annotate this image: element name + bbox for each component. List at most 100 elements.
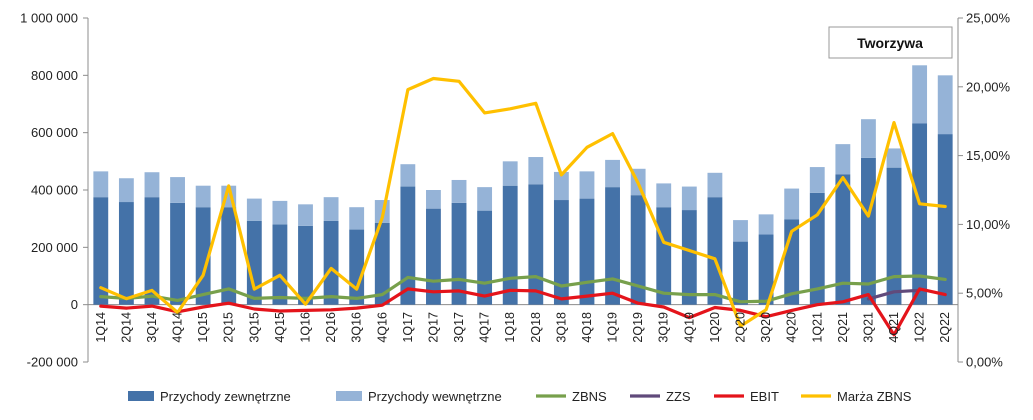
bar-przychody-zewnetrzne <box>579 198 595 305</box>
bar-przychody-wewnetrzne <box>426 190 441 209</box>
bar-przychody-wewnetrzne <box>272 200 288 225</box>
bar-przychody-wewnetrzne <box>477 187 493 211</box>
x-tick-label: 3Q14 <box>145 312 159 343</box>
bar-przychody-wewnetrzne <box>835 144 851 175</box>
legend-label: EBIT <box>750 389 779 404</box>
x-tick-labels: 1Q14 2Q14 3Q14 4Q14 1Q15 2Q15 3Q15 4Q15 1Q16 2Q16… <box>94 312 952 343</box>
x-tick-label: 3Q15 <box>247 312 261 343</box>
bar-przychody-wewnetrzne <box>707 172 723 198</box>
y-tick-label: 800 000 <box>31 68 78 83</box>
bar-przychody-zewnetrzne <box>221 207 237 305</box>
bar-przychody-wewnetrzne <box>784 188 800 220</box>
bar-przychody-zewnetrzne <box>349 229 365 305</box>
y-tick-label: 200 000 <box>31 240 78 255</box>
bar-przychody-wewnetrzne <box>758 214 774 235</box>
legend: Przychody zewnętrzne Przychody wewnętrzne… <box>128 389 912 404</box>
x-tick-label: 4Q19 <box>682 312 696 343</box>
bar-przychody-wewnetrzne <box>886 148 902 168</box>
bar-przychody-zewnetrzne <box>323 220 339 305</box>
bar-przychody-zewnetrzne <box>477 210 493 305</box>
x-tick-label: 3Q17 <box>452 312 466 343</box>
y-tick-label: 400 000 <box>31 183 78 198</box>
bar-przychody-zewnetrzne <box>272 224 288 305</box>
legend-swatch <box>128 391 154 401</box>
x-tick-label: 4Q21 <box>887 312 901 343</box>
bar-przychody-wewnetrzne <box>451 179 467 203</box>
bar-przychody-zewnetrzne <box>502 185 518 305</box>
bar-przychody-wewnetrzne <box>118 178 134 203</box>
bar-przychody-wewnetrzne <box>349 207 365 230</box>
bars <box>93 65 953 305</box>
x-tick-label: 4Q18 <box>580 312 594 343</box>
bar-przychody-zewnetrzne <box>733 241 748 305</box>
bar-przychody-zewnetrzne <box>656 207 672 305</box>
bar-przychody-wewnetrzne <box>528 157 544 185</box>
line-marza-zbns <box>99 76 947 328</box>
bar-przychody-wewnetrzne <box>656 183 672 208</box>
x-tick-label: 1Q20 <box>708 312 722 343</box>
bar-przychody-wewnetrzne <box>861 119 876 158</box>
bar-przychody-wewnetrzne <box>170 177 185 203</box>
legend-label: Przychody wewnętrzne <box>368 389 502 404</box>
bar-przychody-zewnetrzne <box>528 184 544 305</box>
bar-przychody-wewnetrzne <box>298 204 313 226</box>
y2-tick-label: 0,00% <box>966 355 1003 370</box>
legend-label: ZZS <box>666 389 691 404</box>
line-zzs <box>866 288 922 301</box>
x-tick-label: 2Q20 <box>734 312 748 343</box>
x-tick-label: 1Q22 <box>913 312 927 343</box>
bar-przychody-wewnetrzne <box>144 172 160 198</box>
bar-przychody-zewnetrzne <box>835 174 851 305</box>
bar-przychody-wewnetrzne <box>553 171 569 201</box>
x-tick-label: 3Q21 <box>861 312 875 343</box>
x-tick-label: 3Q16 <box>350 312 364 343</box>
x-tick-label: 2Q16 <box>324 312 338 343</box>
bar-przychody-zewnetrzne <box>400 186 416 305</box>
bar-przychody-wewnetrzne <box>93 171 109 198</box>
bar-przychody-wewnetrzne <box>195 185 211 208</box>
bar-przychody-zewnetrzne <box>937 134 953 305</box>
x-tick-label: 4Q15 <box>273 312 287 343</box>
bar-przychody-wewnetrzne <box>400 164 416 187</box>
x-tick-label: 3Q20 <box>759 312 773 343</box>
x-tick-label: 2Q18 <box>529 312 543 343</box>
y-tick-label: 1 000 000 <box>20 11 78 26</box>
x-tick-label: 1Q19 <box>606 312 620 343</box>
bar-przychody-zewnetrzne <box>246 220 262 305</box>
chart-title-box: Tworzywa <box>828 26 953 59</box>
bar-przychody-zewnetrzne <box>170 202 185 305</box>
bar-przychody-zewnetrzne <box>118 202 134 305</box>
legend-label: Marża ZBNS <box>837 389 912 404</box>
bar-przychody-zewnetrzne <box>809 192 825 305</box>
bar-przychody-zewnetrzne <box>861 157 876 305</box>
bar-przychody-wewnetrzne <box>681 186 697 211</box>
x-tick-label: 4Q14 <box>171 312 185 343</box>
y-tick-label: -200 000 <box>27 355 78 370</box>
x-tick-label: 2Q17 <box>426 312 440 343</box>
bar-przychody-wewnetrzne <box>937 75 953 135</box>
bar-przychody-wewnetrzne <box>912 65 928 124</box>
x-tick-label: 2Q14 <box>119 312 133 343</box>
bar-przychody-zewnetrzne <box>298 225 313 305</box>
bar-przychody-zewnetrzne <box>93 197 109 305</box>
bar-przychody-zewnetrzne <box>886 167 902 305</box>
bar-przychody-zewnetrzne <box>912 123 928 305</box>
x-tick-label: 1Q15 <box>196 312 210 343</box>
bar-przychody-wewnetrzne <box>733 220 748 242</box>
y2-tick-label: 20,00% <box>966 79 1011 94</box>
bar-przychody-zewnetrzne <box>681 210 697 305</box>
x-tick-label: 4Q17 <box>478 312 492 343</box>
x-tick-label: 1Q16 <box>299 312 313 343</box>
x-tick-label: 2Q22 <box>938 312 952 343</box>
x-tick-label: 2Q21 <box>836 312 850 343</box>
line-zbns <box>99 274 947 304</box>
bar-przychody-wewnetrzne <box>323 197 339 221</box>
y-tick-label: 600 000 <box>31 125 78 140</box>
x-tick-label: 1Q21 <box>810 312 824 343</box>
x-tick-label: 4Q16 <box>375 312 389 343</box>
series-lines <box>99 76 947 337</box>
legend-swatch <box>336 391 362 401</box>
x-tick-label: 1Q18 <box>503 312 517 343</box>
legend-label: Przychody zewnętrzne <box>160 389 291 404</box>
title-frame <box>828 26 953 59</box>
